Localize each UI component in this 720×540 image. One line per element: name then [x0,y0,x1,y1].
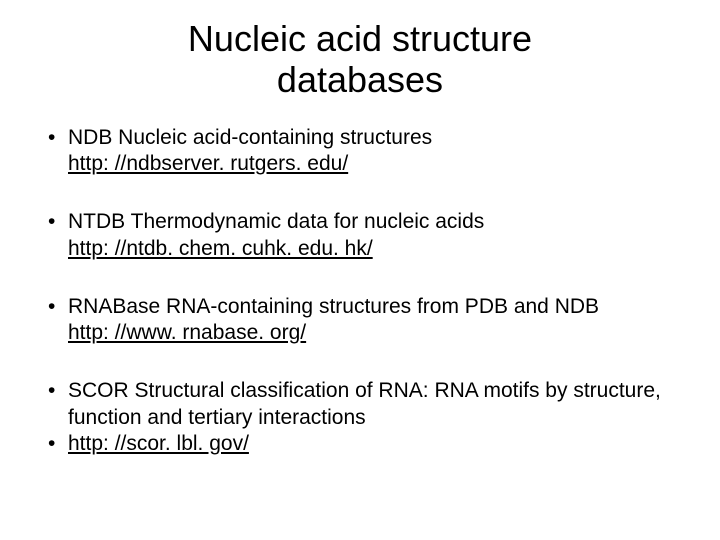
item-text: SCOR Structural classification of RNA: R… [68,379,661,428]
item-text: RNABase RNA-containing structures from P… [68,295,599,318]
title-line-2: databases [277,59,443,100]
item-link[interactable]: http: //ntdb. chem. cuhk. edu. hk/ [68,236,680,262]
slide-title: Nucleic acid structure databases [40,18,680,101]
item-text: NTDB Thermodynamic data for nucleic acid… [68,210,484,233]
item-link[interactable]: http: //ndbserver. rutgers. edu/ [68,151,680,177]
list-item: RNABase RNA-containing structures from P… [40,294,680,347]
list-item: NDB Nucleic acid-containing structures h… [40,125,680,178]
title-line-1: Nucleic acid structure [188,18,532,59]
item-text: NDB Nucleic acid-containing structures [68,126,432,149]
list-item: NTDB Thermodynamic data for nucleic acid… [40,209,680,262]
list-item: SCOR Structural classification of RNA: R… [40,378,680,431]
bullet-list: NDB Nucleic acid-containing structures h… [40,125,680,457]
list-item: http: //scor. lbl. gov/ [40,431,680,457]
item-link[interactable]: http: //scor. lbl. gov/ [68,432,249,455]
item-link[interactable]: http: //www. rnabase. org/ [68,320,680,346]
slide: Nucleic acid structure databases NDB Nuc… [0,0,720,540]
